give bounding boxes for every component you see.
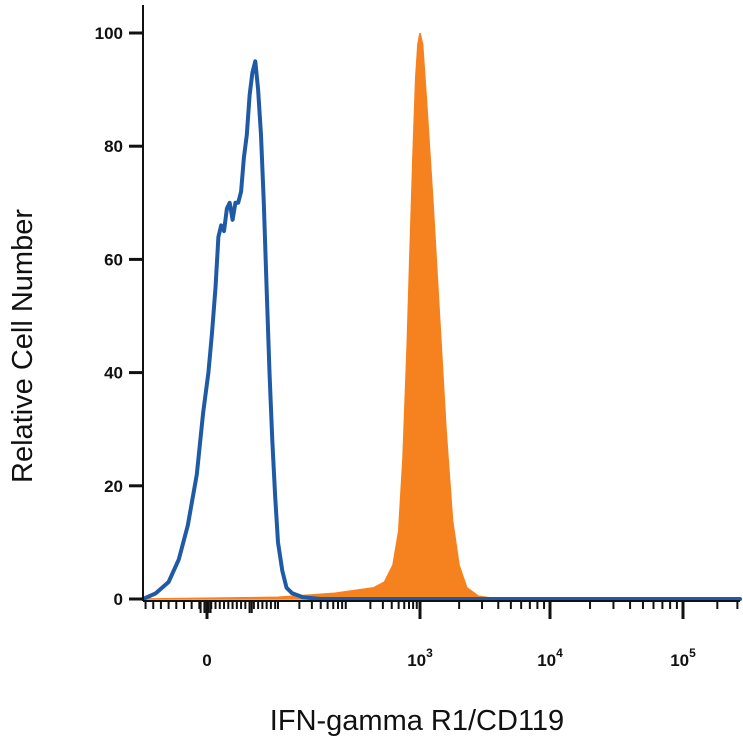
- axes-layer: 0 20 40 60 80 100 0 103 104 105: [95, 5, 740, 670]
- y-tick-label: 40: [104, 364, 123, 383]
- series-filled-histogram: [142, 32, 740, 600]
- x-axis-title: IFN-gamma R1/CD119: [270, 705, 564, 737]
- y-tick-label: 20: [104, 477, 123, 496]
- x-tick-label: 0: [202, 651, 211, 670]
- series-layer: [141, 32, 742, 601]
- y-axis-title: Relative Cell Number: [7, 209, 39, 483]
- y-tick-label: 80: [104, 137, 123, 156]
- x-tick-label: 104: [537, 646, 563, 670]
- x-tick-label: 103: [407, 646, 433, 670]
- y-tick-label: 100: [95, 24, 123, 43]
- x-tick-label: 105: [670, 646, 696, 670]
- series-outline-histogram: [141, 59, 742, 601]
- y-tick-label: 60: [104, 250, 123, 269]
- y-tick-label: 0: [114, 590, 123, 609]
